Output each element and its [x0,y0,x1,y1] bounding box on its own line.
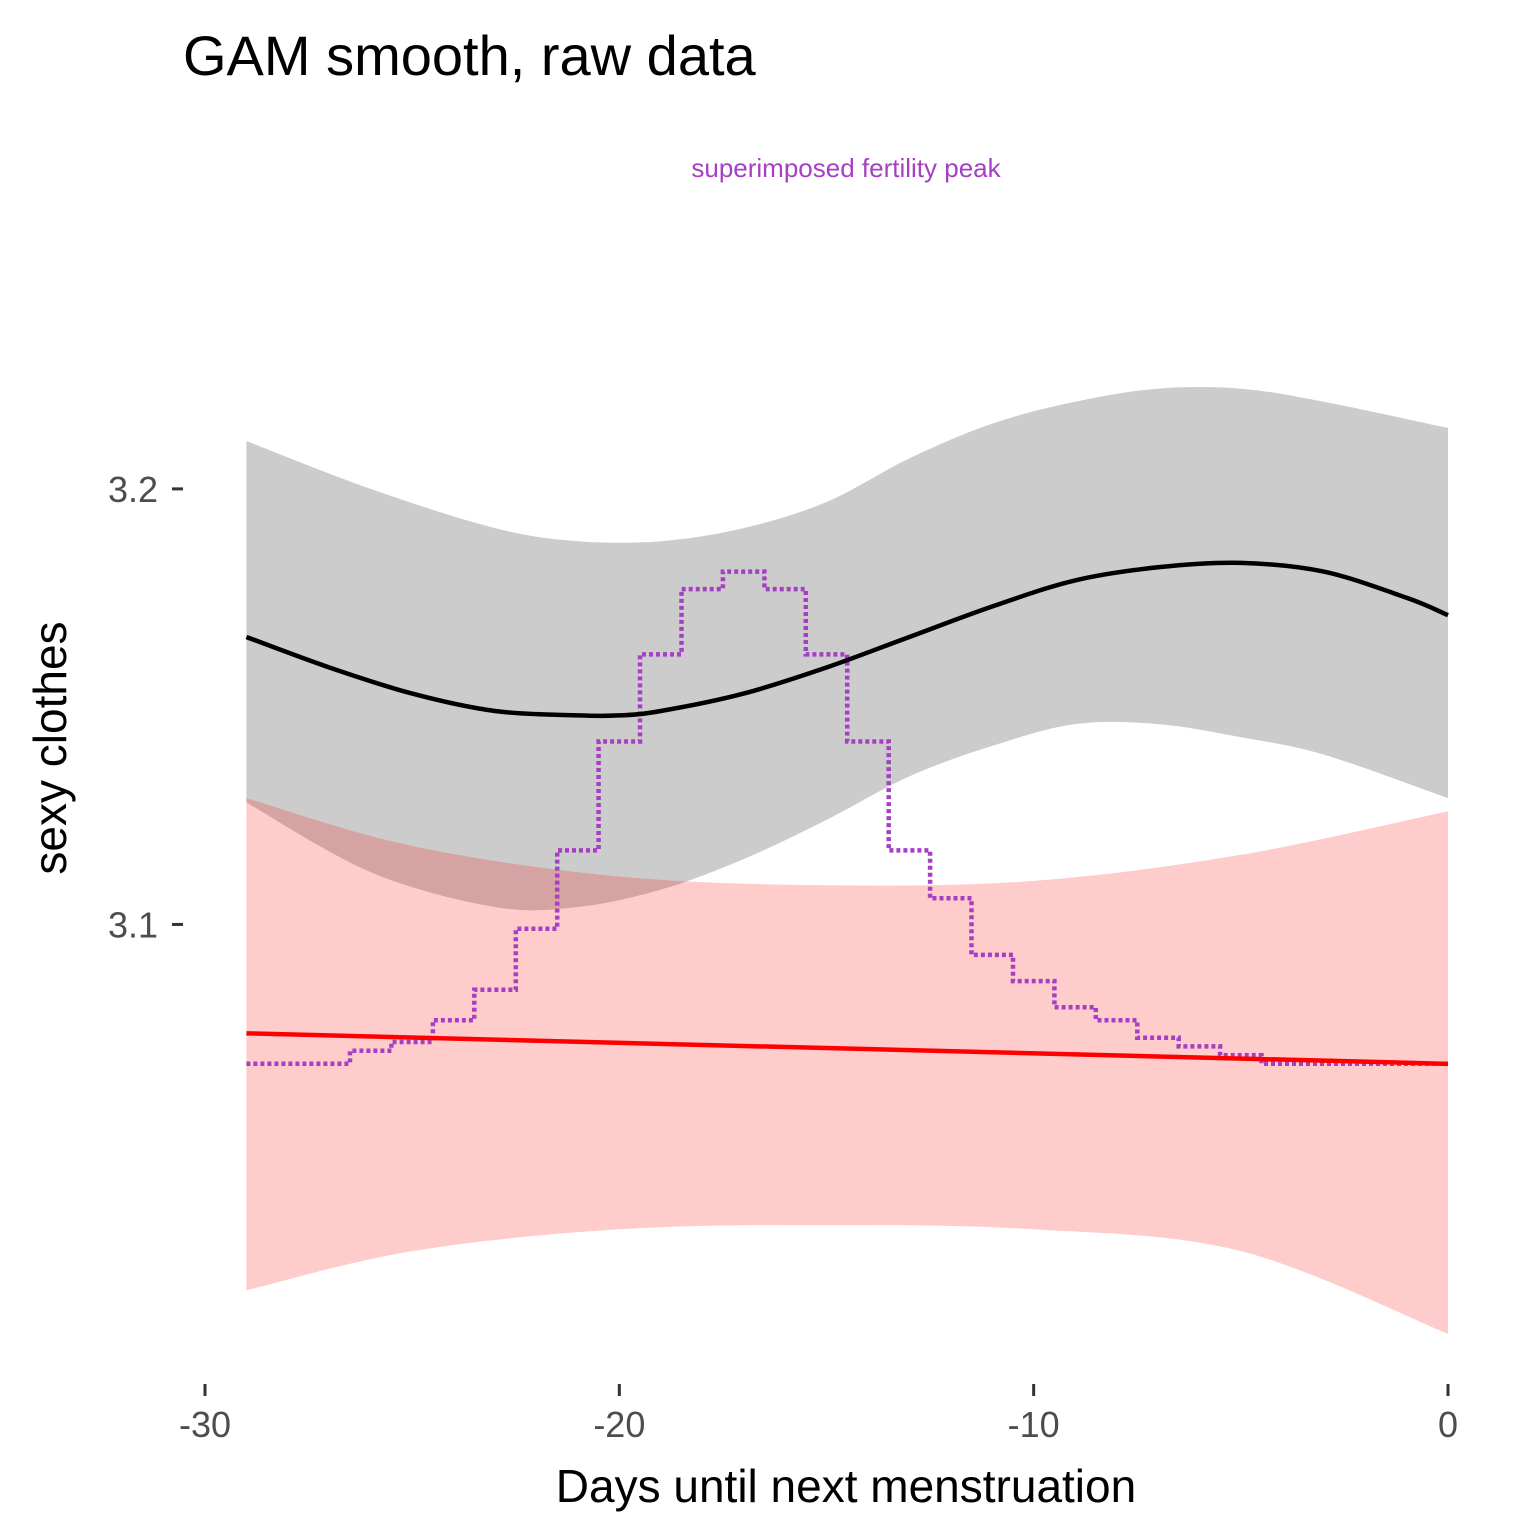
x-axis: -30 -20 -10 0 [179,1384,1458,1445]
y-axis-title: sexy clothes [24,621,76,874]
fertility-peak-annotation: superimposed fertility peak [691,153,1001,183]
x-axis-title: Days until next menstruation [556,1460,1136,1512]
x-tick-label: -20 [593,1404,645,1445]
chart-title: GAM smooth, raw data [183,24,757,87]
linear-fit-line [246,1031,1449,1067]
y-axis: 3.1 3.2 [108,469,183,945]
series-layer [245,387,1449,1334]
y-tick-label: 3.2 [108,469,158,510]
x-tick-label: 0 [1438,1404,1458,1445]
y-tick-label: 3.1 [108,904,158,945]
gam-confidence-band [246,387,1448,911]
x-tick-label: -10 [1008,1404,1060,1445]
x-tick-label: -30 [179,1404,231,1445]
linear-confidence-band [246,798,1448,1334]
fertility-peak-curve [246,569,1448,1067]
gam-smooth-line [245,560,1449,719]
